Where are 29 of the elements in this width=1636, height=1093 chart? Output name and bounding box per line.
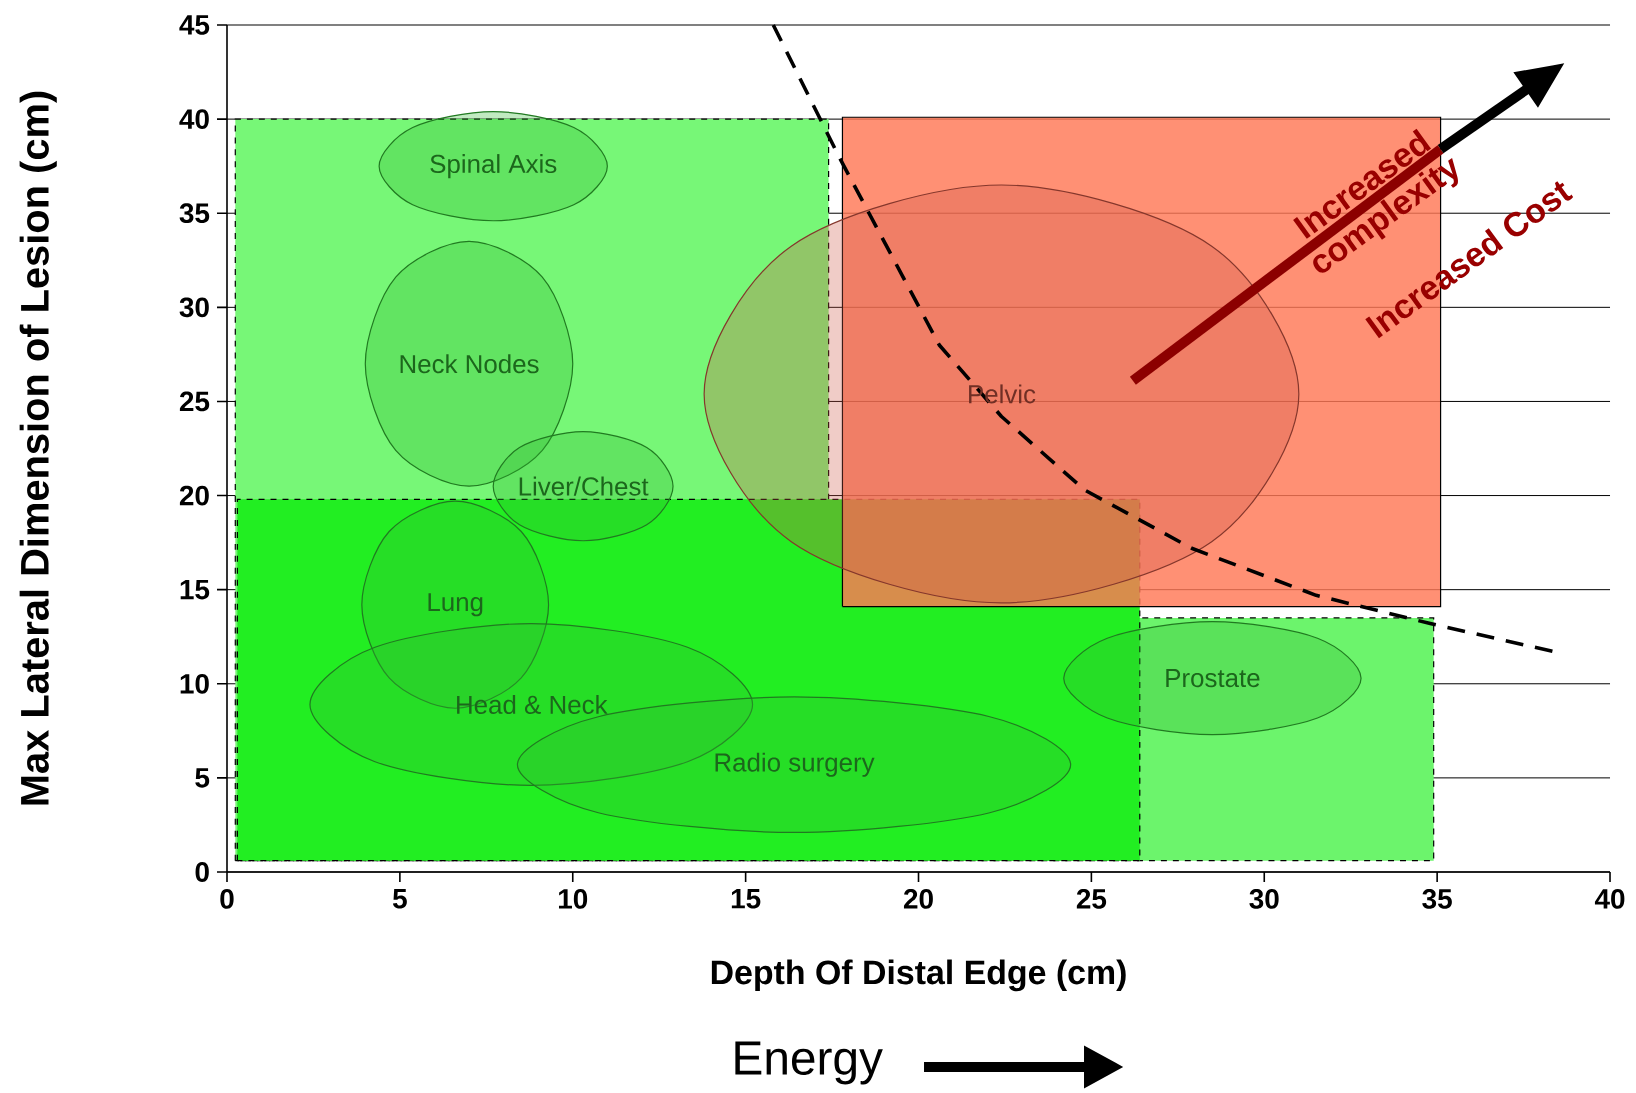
x-tick-label: 35	[1422, 889, 1452, 909]
y-tick-label: 40	[179, 109, 209, 129]
x-tick-label: 30	[1249, 889, 1279, 909]
annotation: Liver/Chest	[519, 476, 649, 496]
y-tick-label: 15	[180, 579, 210, 600]
x-tick-label: 40	[1594, 889, 1625, 909]
x-tick-label: 20	[903, 889, 933, 909]
annotation: Prostate	[1166, 669, 1260, 688]
y-tick-label: 35	[179, 203, 210, 224]
x-tick-label: 10	[558, 889, 588, 909]
y-tick-label: 45	[179, 15, 210, 35]
annotation: Lung	[428, 593, 483, 617]
text: Energy	[735, 1041, 883, 1085]
y-tick-label: 10	[180, 673, 209, 694]
x-tick-label: 25	[1076, 889, 1107, 909]
y-axis-title: Max Lateral Dimension of Lesion (cm)	[19, 91, 57, 805]
annotation: Spinal Axis	[430, 154, 557, 179]
x-tick-label: 15	[731, 889, 761, 909]
annotation: Head & Neck	[457, 694, 608, 714]
y-tick-label: 30	[179, 297, 209, 318]
annotation: Radio surgery	[715, 752, 875, 777]
x-tick-label: 0	[220, 889, 234, 909]
y-tick-label: 0	[195, 862, 209, 882]
y-tick-label: 5	[195, 768, 210, 788]
y-tick-label: 20	[179, 485, 209, 506]
x-tick-label: 5	[392, 889, 407, 909]
annotation: Neck Nodes	[400, 354, 539, 374]
y-tick-label: 25	[179, 391, 210, 412]
x-axis-title: Depth Of Distal Edge (cm)	[711, 959, 1126, 992]
